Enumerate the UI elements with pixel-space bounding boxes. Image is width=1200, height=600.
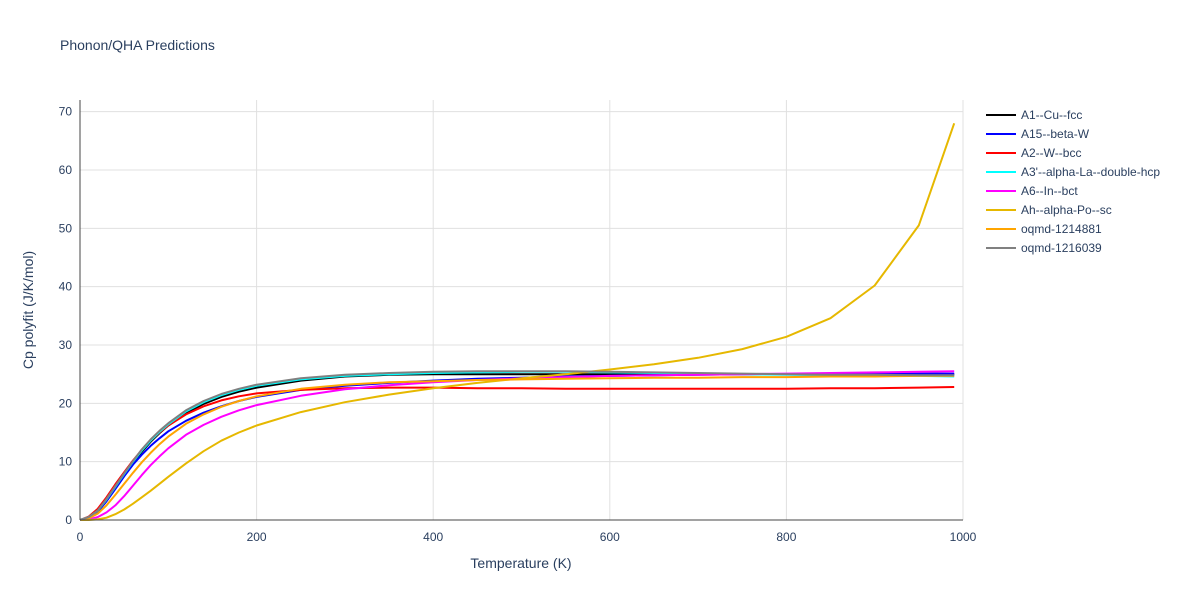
y-tick-label: 30 — [59, 338, 73, 352]
series-layer — [79, 122, 956, 521]
legend-item[interactable]: A15--beta-W — [986, 127, 1090, 141]
legend-label: oqmd-1214881 — [1021, 222, 1102, 236]
grid-layer — [80, 100, 964, 520]
legend-item[interactable]: A6--In--bct — [986, 184, 1078, 198]
y-tick-label: 60 — [59, 163, 73, 177]
x-tick-label: 600 — [600, 530, 620, 544]
series-line-2 — [79, 386, 955, 521]
y-tick-label: 40 — [59, 280, 73, 294]
legend-item[interactable]: Ah--alpha-Po--sc — [986, 203, 1112, 217]
series-line-6 — [79, 374, 955, 521]
legend-label: A2--W--bcc — [1021, 146, 1081, 160]
legend-label: oqmd-1216039 — [1021, 241, 1102, 255]
x-tick-label: 0 — [77, 530, 84, 544]
legend-item[interactable]: oqmd-1214881 — [986, 222, 1102, 236]
legend-item[interactable]: A3'--alpha-La--double-hcp — [986, 165, 1160, 179]
y-tick-label: 20 — [59, 396, 73, 410]
y-tick-label: 70 — [59, 105, 73, 119]
series-line-5 — [80, 122, 956, 521]
legend-label: A3'--alpha-La--double-hcp — [1021, 165, 1160, 179]
x-axis-title: Temperature (K) — [470, 555, 571, 571]
y-tick-label: 50 — [59, 221, 73, 235]
legend-item[interactable]: oqmd-1216039 — [986, 241, 1102, 255]
legend-label: Ah--alpha-Po--sc — [1021, 203, 1112, 217]
legend-item[interactable]: A1--Cu--fcc — [986, 108, 1082, 122]
legend-label: A6--In--bct — [1021, 184, 1078, 198]
legend: A1--Cu--fcc A15--beta-W A2--W--bcc A3'--alp… — [986, 108, 1160, 255]
x-tick-label: 1000 — [950, 530, 977, 544]
x-tick-label: 800 — [776, 530, 796, 544]
legend-label: A15--beta-W — [1021, 127, 1090, 141]
x-tick-label: 200 — [247, 530, 267, 544]
y-tick-label: 10 — [59, 455, 73, 469]
y-axis-title: Cp polyfit (J/K/mol) — [20, 251, 36, 369]
chart-title: Phonon/QHA Predictions — [60, 37, 215, 53]
y-tick-label: 0 — [65, 513, 72, 527]
legend-item[interactable]: A2--W--bcc — [986, 146, 1081, 160]
legend-label: A1--Cu--fcc — [1021, 108, 1082, 122]
x-tick-label: 400 — [423, 530, 443, 544]
series-line-7 — [79, 370, 955, 521]
tick-layer: 0 200 400 600 800 1000 0 10 20 30 40 50 60 70 — [59, 105, 977, 544]
